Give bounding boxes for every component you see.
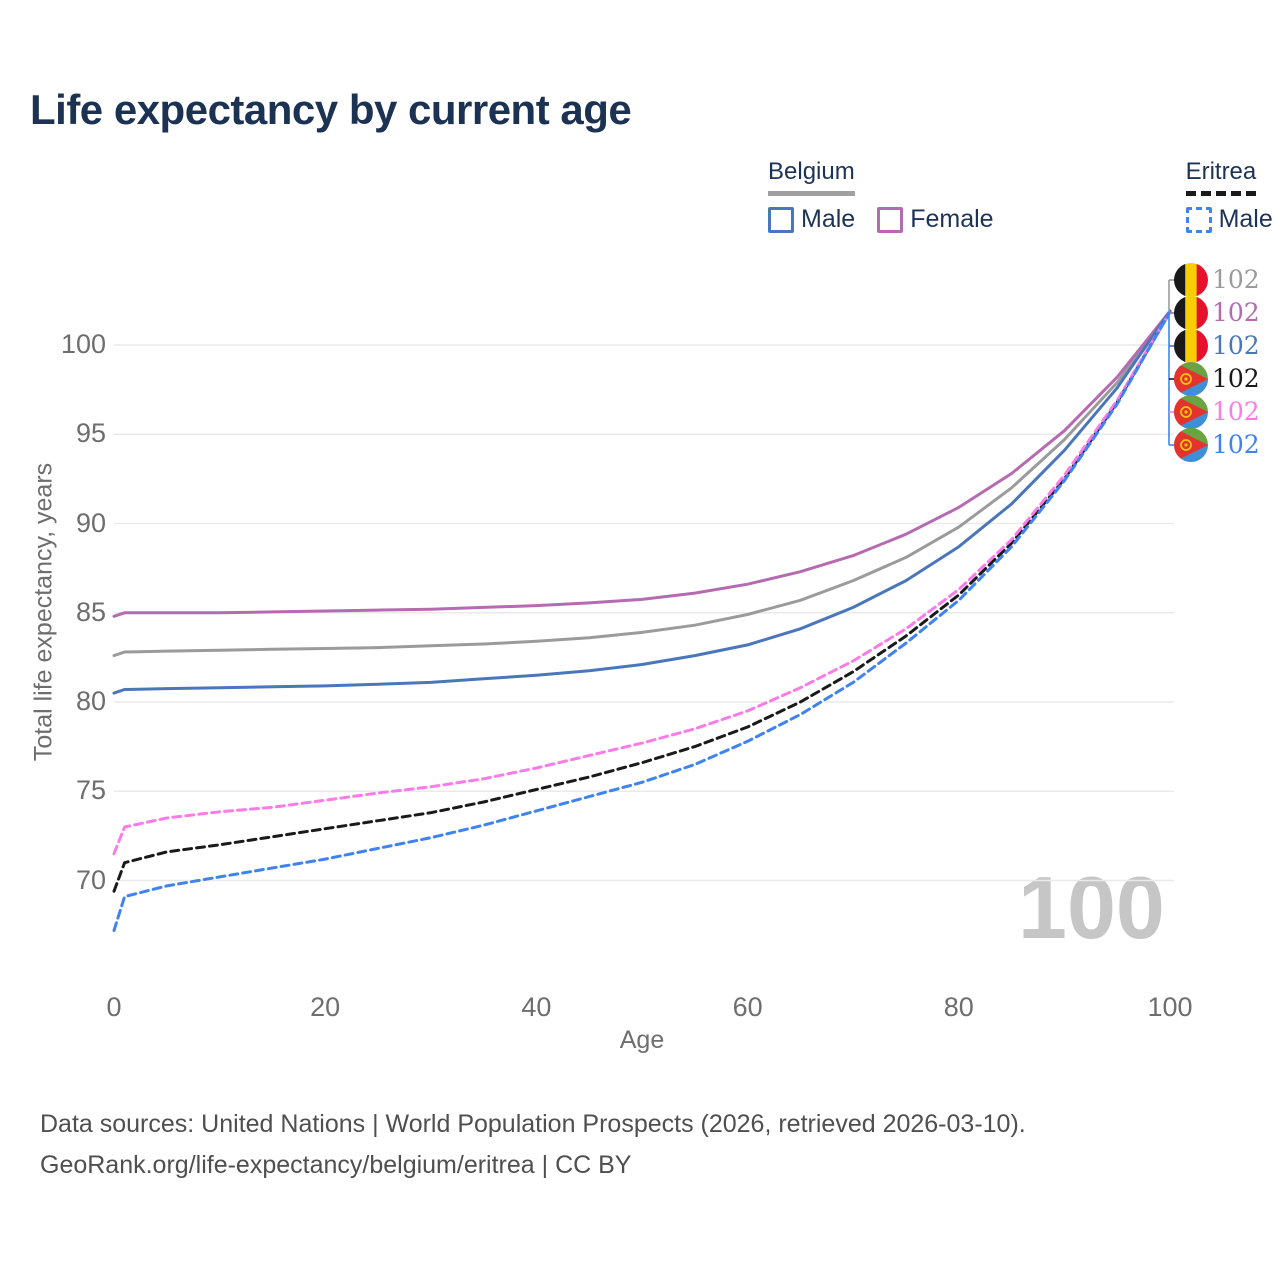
footer-attribution: GeoRank.org/life-expectancy/belgium/erit…	[40, 1151, 632, 1179]
x-tick-40: 40	[521, 992, 552, 1022]
y-tick-70: 70	[75, 864, 106, 895]
legend-items-eritrea: Male Female	[1185, 205, 1280, 234]
legend-item-label: Male	[1218, 205, 1273, 233]
belgium-flag-icon	[1174, 296, 1208, 330]
series-line-eritrea[interactable]	[112, 310, 1172, 893]
legend-item-belgium-male[interactable]: Male	[768, 205, 855, 234]
legend-item-belgium-female[interactable]: Female	[877, 205, 994, 234]
end-value-label-1: 102	[1212, 265, 1260, 294]
legend-items-belgium: Male Female	[768, 205, 994, 234]
end-value-label-5: 102	[1212, 397, 1260, 426]
eritrea-flag-icon	[1174, 395, 1208, 429]
series-line-eritrea-male[interactable]	[112, 310, 1172, 932]
x-tick-100: 100	[1147, 992, 1193, 1022]
belgium-male-swatch-icon	[768, 206, 794, 233]
watermark-age-100: 100	[1018, 858, 1165, 957]
series-line-belgium-female[interactable]	[112, 309, 1172, 618]
end-value-label-2: 102	[1212, 298, 1260, 327]
legend-item-label: Male	[801, 205, 856, 233]
x-tick-20: 20	[310, 992, 341, 1022]
flag-icons	[1174, 263, 1208, 462]
series-line-belgium[interactable]	[112, 309, 1172, 658]
eritrea-flag-icon	[1174, 362, 1208, 396]
end-value-label-4: 102	[1212, 364, 1260, 393]
y-tick-75: 75	[75, 775, 106, 806]
x-tick-0: 0	[106, 992, 122, 1022]
legend-item-eritrea-male[interactable]: Male	[1185, 205, 1273, 234]
legend-group-belgium: Belgium Male Female	[768, 158, 994, 234]
end-value-label-6: 102	[1212, 430, 1260, 459]
page-title: Life expectancy by current age	[30, 86, 632, 133]
end-label-leader-lines	[1168, 279, 1176, 446]
x-tick-80: 80	[943, 992, 974, 1022]
x-axis-title: Age	[619, 1026, 665, 1054]
belgium-flag-icon	[1174, 329, 1208, 363]
series-line-eritrea-female[interactable]	[112, 310, 1172, 856]
legend-group-eritrea: Eritrea Male Female	[1185, 158, 1280, 234]
footer-data-sources: Data sources: United Nations | World Pop…	[40, 1110, 1026, 1138]
y-tick-90: 90	[75, 507, 106, 538]
belgium-flag-icon	[1174, 263, 1208, 297]
legend-item-label: Female	[910, 205, 994, 233]
y-tick-80: 80	[75, 686, 106, 716]
legend: Belgium Male Female Eritrea Male	[768, 158, 1280, 234]
y-tick-85: 85	[75, 596, 106, 627]
gridlines	[114, 344, 1174, 882]
legend-group-title-belgium: Belgium	[768, 158, 855, 196]
legend-group-title-eritrea: Eritrea	[1185, 158, 1257, 196]
eritrea-flag-icon	[1174, 428, 1208, 462]
series-lines	[112, 309, 1172, 932]
y-tick-100: 100	[60, 329, 106, 359]
footer: Data sources: United Nations | World Pop…	[40, 1104, 1026, 1186]
series-line-belgium-male[interactable]	[112, 309, 1172, 695]
eritrea-male-swatch-icon	[1185, 206, 1212, 233]
belgium-female-swatch-icon	[877, 206, 904, 233]
y-tick-95: 95	[75, 418, 106, 449]
x-tick-60: 60	[732, 992, 763, 1022]
end-value-label-3: 102	[1212, 331, 1260, 360]
